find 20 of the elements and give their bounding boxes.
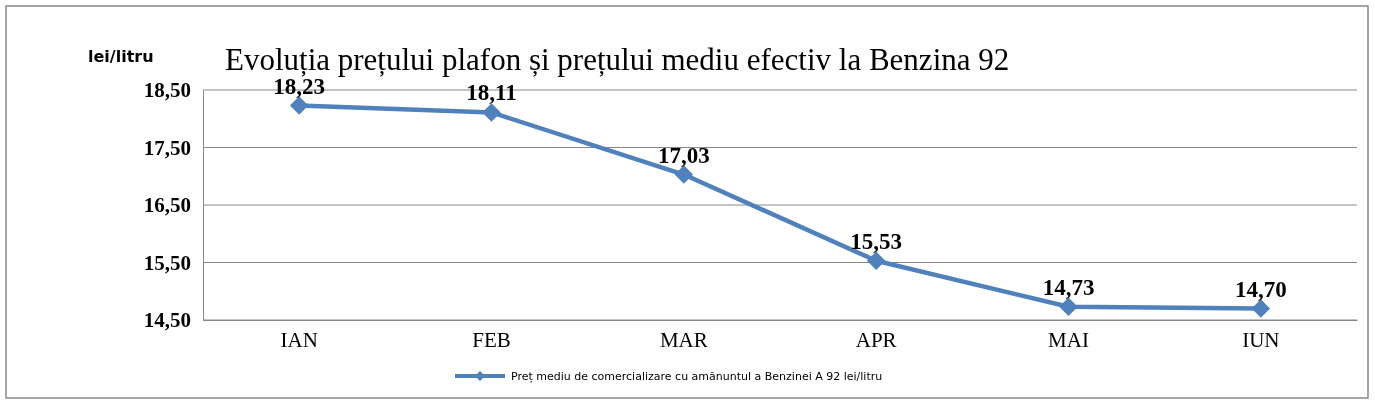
data-label: 18,11 [466,80,517,106]
data-label: 15,53 [850,228,903,254]
x-tick-label: APR [855,327,897,352]
chart-title: Evoluția prețului plafon și prețului mediu efectiv la Benzina 92 [225,42,1010,77]
data-label: 17,03 [657,142,710,168]
y-tick-label: 18,50 [143,78,191,103]
y-axis-title: lei/litru [88,47,154,66]
y-tick-label: 14,50 [143,308,191,333]
data-label: 14,73 [1042,274,1095,300]
legend-label: Preț mediu de comercializare cu amănuntul a Benzinei A 92 lei/litru [511,370,883,383]
y-tick-label: 15,50 [143,250,191,275]
x-tick-label: FEB [472,327,511,352]
y-tick-label: 16,50 [143,193,191,218]
x-tick-label: IAN [280,327,318,352]
x-tick-label: MAR [659,327,708,352]
x-tick-label: MAI [1048,327,1089,352]
x-tick-label: IUN [1242,327,1280,352]
data-label: 14,70 [1234,276,1287,302]
y-tick-label: 17,50 [143,135,191,160]
point [482,103,501,122]
